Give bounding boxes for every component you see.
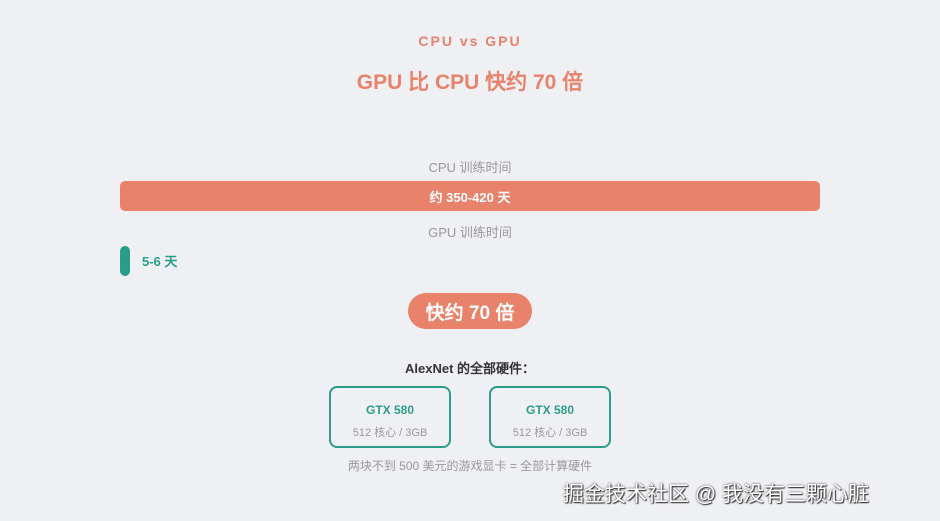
page-title: GPU 比 CPU 快约 70 倍 — [356, 71, 584, 94]
gpu-card: GTX 580 512 核心 / 3GB — [489, 386, 611, 448]
hardware-note: 两块不到 500 美元的游戏显卡 = 全部计算硬件 — [347, 459, 593, 473]
cpu-value: 约 350-420 天 — [429, 189, 511, 205]
eyebrow: CPU vs GPU — [418, 33, 522, 49]
gpu-label: GPU 训练时间 — [428, 225, 512, 240]
gpu-card: GTX 580 512 核心 / 3GB — [329, 386, 451, 448]
speedup-badge: 快约 70 倍 — [408, 293, 532, 329]
gpu-card-name: GTX 580 — [525, 403, 575, 417]
gpu-value: 5-6 天 — [142, 254, 178, 269]
hardware-heading: AlexNet 的全部硬件： — [404, 361, 536, 376]
gpu-card-spec: 512 核心 / 3GB — [512, 427, 588, 439]
watermark: 掘金技术社区 @ 我没有三颗心脏 — [563, 483, 869, 506]
gpu-card-name: GTX 580 — [365, 403, 415, 417]
cpu-bar: 约 350-420 天 — [120, 181, 820, 211]
gpu-card-spec: 512 核心 / 3GB — [352, 427, 428, 439]
cpu-label: CPU 训练时间 — [428, 160, 512, 175]
gpu-bar — [120, 246, 130, 276]
